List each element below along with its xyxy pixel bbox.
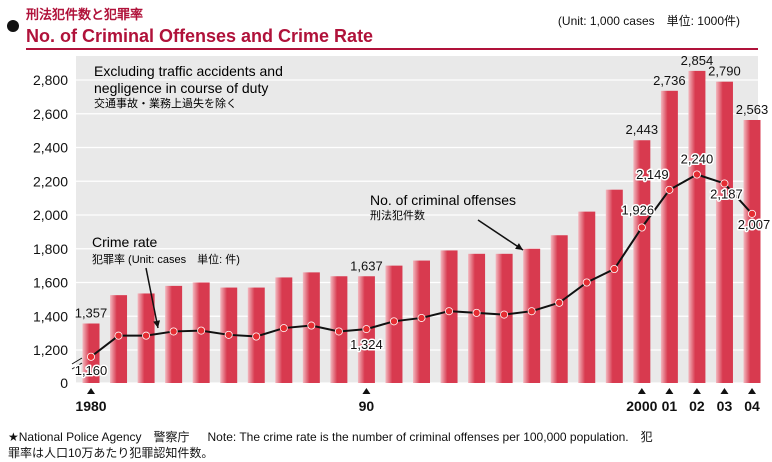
- y-tick-label: 1,200: [33, 342, 68, 358]
- x-tick-marker: [87, 388, 95, 394]
- x-tick-label: 04: [744, 398, 760, 414]
- crime-rate-point-1991: [389, 317, 398, 326]
- crime-rate-point-1999: [610, 264, 619, 273]
- crime-rate-value-label: 1,926: [622, 202, 655, 217]
- arrow-crime-rate: [145, 267, 159, 329]
- bar-value-label: 2,563: [736, 102, 769, 117]
- bar-value-label: 2,736: [653, 73, 686, 88]
- x-tick-label: 01: [662, 398, 678, 414]
- crime-rate-value-label: 2,007: [738, 217, 771, 232]
- x-tick-label: 03: [717, 398, 733, 414]
- crime-chart: 0 1,200 1,400 1,600 1,800 2,000 2,200 2,400 2,60…: [33, 53, 772, 414]
- unit-label: (Unit: 1,000 cases 単位: 1000件): [557, 14, 740, 28]
- x-tick-marker: [748, 388, 756, 394]
- annotation-offenses-jp: 刑法犯件数: [370, 208, 425, 222]
- arrow-offenses: [477, 219, 524, 251]
- crime-rate-point-1987: [279, 324, 288, 333]
- crime-rate-point-2003: [720, 179, 729, 188]
- footer-line-1: ★National Police Agency 警察庁 Note: The cri…: [8, 428, 653, 445]
- crime-rate-value-label: 2,149: [636, 167, 669, 182]
- crime-rate-point-1984: [197, 326, 206, 335]
- bar-offenses-1998: [578, 211, 596, 383]
- title-rule: [26, 48, 758, 50]
- x-tick-label: 1980: [75, 398, 106, 414]
- annotation-excluding-line1: Excluding traffic accidents and: [94, 63, 283, 79]
- annotation-excluding-line2: negligence in course of duty: [94, 80, 268, 96]
- y-tick-label: 1,400: [33, 308, 68, 324]
- bar-offenses-1996: [523, 248, 541, 383]
- bar-value-label: 2,790: [708, 64, 741, 79]
- crime-rate-point-1998: [582, 278, 591, 287]
- y-tick-label: 2,600: [33, 106, 68, 122]
- y-tick-label: 1,600: [33, 275, 68, 291]
- crime-rate-point-1990: [362, 325, 371, 334]
- crime-rate-point-1989: [334, 327, 343, 336]
- bar-value-label: 1,357: [75, 306, 108, 321]
- bar-offenses-1997: [550, 235, 568, 383]
- arrow-offenses-head: [515, 243, 523, 250]
- bar-offenses-1999: [605, 189, 623, 383]
- crime-rate-point-2001: [665, 185, 674, 194]
- y-tick-label: 0: [60, 375, 68, 391]
- footnote-en: Note: The crime rate is the number of cr…: [207, 430, 653, 444]
- crime-rate-point-1986: [252, 332, 261, 341]
- x-tick-label: 90: [359, 398, 375, 414]
- crime-rate-point-1993: [445, 307, 454, 316]
- crime-rate-point-1997: [555, 298, 564, 307]
- crime-rate-point-1985: [224, 330, 233, 339]
- crime-rate-value-label: 2,187: [710, 186, 743, 201]
- bar-offenses-1993: [440, 250, 458, 383]
- crime-rate-point-1982: [142, 331, 151, 340]
- crime-rate-point-1980: [87, 352, 96, 361]
- bar-offenses-2002: [688, 70, 706, 383]
- crime-rate-point-1996: [527, 307, 536, 316]
- title-japanese: 刑法犯件数と犯罪率: [26, 7, 144, 22]
- crime-rate-point-1983: [169, 327, 178, 336]
- crime-rate-point-2000: [637, 223, 646, 232]
- bar-offenses-2001: [660, 90, 678, 384]
- annotation-excluding-jp: 交通事故・業務上過失を除く: [94, 96, 237, 110]
- annotation-offenses: No. of criminal offenses: [370, 192, 516, 208]
- crime-rate-point-2002: [692, 170, 701, 179]
- y-tick-label: 2,000: [33, 207, 68, 223]
- x-tick-marker: [720, 388, 729, 394]
- y-tick-label: 2,800: [33, 72, 68, 88]
- crime-rate-value-label: 2,240: [681, 152, 714, 167]
- crime-rate-point-2004: [748, 209, 757, 218]
- footnote-jp: 罪率は人口10万あたり犯罪認知件数。: [8, 446, 214, 460]
- crime-rate-point-1992: [417, 313, 426, 322]
- x-tick-label: 02: [689, 398, 705, 414]
- bar-offenses-2003: [715, 81, 733, 383]
- bar-value-label: 2,854: [681, 53, 714, 68]
- crime-rate-value-label: 1,324: [350, 337, 383, 352]
- bullet-marker: [7, 20, 19, 32]
- axis-break-mark: [71, 357, 83, 365]
- axis-break-mark: [71, 362, 83, 370]
- arrow-crime-rate-head: [153, 320, 160, 328]
- crime-rate-point-1981: [114, 331, 123, 340]
- x-tick-marker: [362, 388, 371, 394]
- crime-rate-value-label: 1,160: [75, 363, 108, 378]
- x-tick-marker: [692, 388, 701, 394]
- annotation-crime-rate: Crime rate: [92, 234, 158, 250]
- y-tick-label: 2,200: [33, 173, 68, 189]
- bar-value-label: 1,637: [350, 258, 383, 273]
- annotation-crime-rate-unit: 犯罪率 (Unit: cases 単位: 件): [92, 252, 240, 266]
- bar-offenses-1994: [468, 253, 486, 383]
- bar-offenses-2000: [633, 140, 651, 383]
- x-tick-marker: [637, 388, 646, 394]
- x-tick-marker: [665, 388, 674, 394]
- source-note: ★National Police Agency 警察庁: [8, 430, 190, 444]
- crime-rate-point-1995: [500, 310, 509, 319]
- crime-rate-point-1994: [472, 308, 481, 317]
- crime-rate-point-1988: [307, 321, 316, 330]
- y-tick-label: 1,800: [33, 241, 68, 257]
- y-tick-label: 2,400: [33, 140, 68, 156]
- x-tick-label: 2000: [626, 398, 657, 414]
- bar-offenses-2004: [743, 119, 761, 384]
- chart-title: No. of Criminal Offenses and Crime Rate: [26, 26, 374, 46]
- bar-value-label: 2,443: [626, 122, 659, 137]
